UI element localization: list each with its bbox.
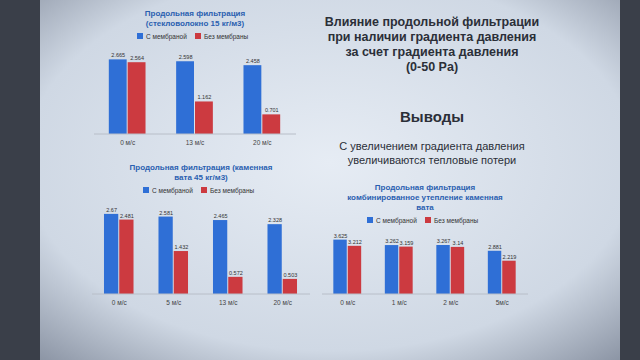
data-label: 1.162 xyxy=(198,94,212,100)
legend-label: Без мембраны xyxy=(204,33,249,41)
bars xyxy=(333,240,515,294)
chart-title: Продольная фильтрация (каменнаявата 45 к… xyxy=(130,163,273,182)
bar xyxy=(267,224,281,294)
bar xyxy=(283,279,297,294)
data-label: 2.481 xyxy=(120,213,134,219)
bar xyxy=(228,277,242,294)
bar xyxy=(436,245,449,294)
x-tick-label: 2 м/с xyxy=(443,299,459,306)
bar xyxy=(333,240,346,294)
x-tick-label: 0 м/с xyxy=(340,299,356,306)
bar xyxy=(176,61,194,134)
data-label: 2.67 xyxy=(106,207,117,213)
conclusion-line: увеличиваются тепловые потери xyxy=(348,154,516,166)
bar xyxy=(128,62,146,134)
x-tick-label: 0 м/с xyxy=(112,299,128,306)
bars xyxy=(109,59,280,134)
bar xyxy=(348,246,361,294)
chart-title: Продольная фильтрация(стекловолокно 15 к… xyxy=(145,9,246,28)
bar xyxy=(109,59,127,134)
bar xyxy=(158,217,172,294)
chart: Продольная фильтрация (каменнаявата 45 к… xyxy=(92,163,310,306)
title-line: (стекловолокно 15 кг/м3) xyxy=(146,19,245,28)
legend-label: Без мембраны xyxy=(434,217,479,225)
bar xyxy=(451,247,464,294)
legend-swatch xyxy=(143,187,149,193)
legend-label: С мембраной xyxy=(152,187,193,195)
x-axis xyxy=(94,134,296,135)
heading: Влияние продольной фильтрациипри наличии… xyxy=(325,15,539,74)
chart-title: Продольная фильтрациякомбинированное уте… xyxy=(347,183,503,212)
legend-label: Без мембраны xyxy=(210,187,255,195)
data-label: 0.572 xyxy=(229,270,243,276)
bar xyxy=(119,220,133,294)
legend-swatch xyxy=(201,187,207,193)
data-label: 3.159 xyxy=(400,240,414,246)
data-label: 2.581 xyxy=(159,210,173,216)
title-line: вата xyxy=(416,203,434,212)
legend-swatch xyxy=(425,217,431,223)
slide: Продольная фильтрация(стекловолокно 15 к… xyxy=(0,0,640,360)
x-tick-label: 13 м/с xyxy=(186,139,205,146)
title-line: комбинированное утепление каменная xyxy=(347,193,503,202)
data-label: 3.267 xyxy=(437,238,451,244)
bar xyxy=(385,245,398,294)
data-label: 0.701 xyxy=(265,107,279,113)
heading-line: при наличии градиента давления xyxy=(328,30,537,44)
heading-line: за счет градиента давления xyxy=(346,45,519,59)
legend-swatch xyxy=(367,217,373,223)
legend-swatch xyxy=(137,33,143,39)
conclusion: С увеличением градиента давления увеличив… xyxy=(339,140,524,166)
data-label: 2.598 xyxy=(179,54,193,60)
data-label: 1.432 xyxy=(174,244,188,250)
title-line: Продольная фильтрация xyxy=(145,9,246,18)
heading-line: (0-50 Pa) xyxy=(406,60,458,74)
backdrop xyxy=(0,0,640,360)
data-label: 2.219 xyxy=(503,254,517,260)
title-line: Продольная фильтрация (каменная xyxy=(130,163,273,172)
data-label: 3.262 xyxy=(385,238,399,244)
bar xyxy=(104,214,118,294)
x-tick-label: 1 м/с xyxy=(392,299,408,306)
data-label: 2.564 xyxy=(130,55,144,61)
data-label: 0.503 xyxy=(283,272,297,278)
data-label: 2.328 xyxy=(268,217,282,223)
data-label: 2.881 xyxy=(488,244,502,250)
conclusions-title: Выводы xyxy=(400,108,464,125)
conclusion-line: С увеличением градиента давления xyxy=(339,140,524,152)
bar xyxy=(195,101,213,134)
heading-line: Влияние продольной фильтрации xyxy=(325,15,539,29)
bar xyxy=(502,261,515,294)
legend-label: С мембраной xyxy=(146,33,187,41)
legend-label: С мембраной xyxy=(376,217,417,225)
legend-swatch xyxy=(195,33,201,39)
x-axis xyxy=(92,294,310,295)
x-tick-label: 20 м/с xyxy=(253,139,272,146)
data-label: 3.14 xyxy=(453,240,464,246)
x-tick-label: 20 м/с xyxy=(273,299,292,306)
bars xyxy=(104,214,297,294)
bar xyxy=(488,251,501,294)
bar xyxy=(262,114,280,134)
data-label: 2.465 xyxy=(214,213,228,219)
data-label: 2.458 xyxy=(246,58,260,64)
data-label: 3.212 xyxy=(348,239,362,245)
bar xyxy=(399,247,412,294)
data-label: 2.665 xyxy=(111,52,125,58)
title-line: вата 45 кг/м3) xyxy=(174,173,228,182)
bar xyxy=(213,220,227,294)
chart: Продольная фильтрация(стекловолокно 15 к… xyxy=(94,9,296,146)
x-axis xyxy=(322,294,528,295)
x-tick-label: 13 м/с xyxy=(219,299,238,306)
screen xyxy=(40,0,620,360)
x-tick-label: 0 м/с xyxy=(120,139,136,146)
chart: Продольная фильтрациякомбинированное уте… xyxy=(322,183,528,306)
title-line: Продольная фильтрация xyxy=(375,183,476,192)
x-tick-label: 5 м/с xyxy=(166,299,182,306)
bar xyxy=(174,251,188,294)
x-tick-label: 5м/с xyxy=(496,299,510,306)
data-label: 3.625 xyxy=(334,233,348,239)
bar xyxy=(243,65,261,134)
